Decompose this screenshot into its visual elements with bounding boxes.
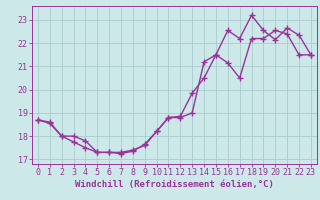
X-axis label: Windchill (Refroidissement éolien,°C): Windchill (Refroidissement éolien,°C): [75, 180, 274, 189]
